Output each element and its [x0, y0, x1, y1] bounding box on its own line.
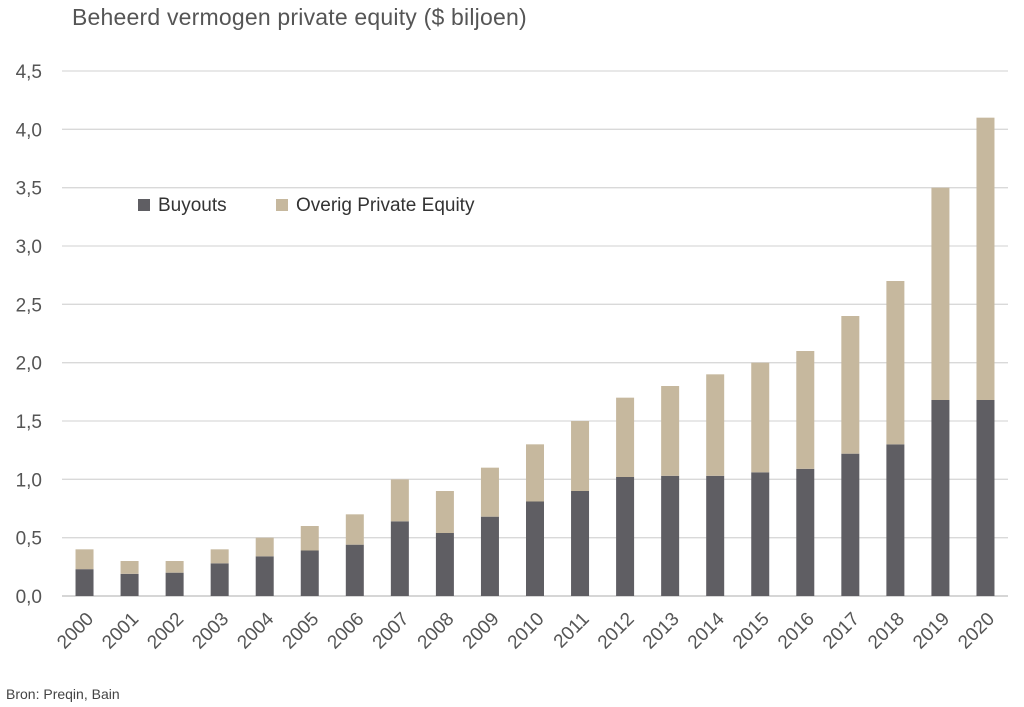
bar-overig-2013 [661, 386, 680, 476]
chart-title: Beheerd vermogen private equity ($ biljo… [72, 4, 527, 30]
bar-buyouts-2018 [886, 444, 905, 596]
bar-buyouts-2004 [255, 556, 274, 596]
bar-buyouts-2020 [976, 400, 995, 596]
bar-overig-2008 [435, 491, 454, 533]
bar-overig-2003 [210, 549, 229, 564]
bar-buyouts-2012 [616, 477, 635, 596]
x-tick-label: 2014 [684, 608, 729, 653]
x-tick-label: 2004 [234, 608, 279, 653]
x-tick-label: 2018 [864, 609, 909, 654]
y-tick-label: 1,5 [16, 412, 42, 433]
x-tick-label: 2011 [550, 609, 594, 653]
bar-overig-2020 [976, 117, 995, 401]
bar-overig-2000 [75, 549, 94, 570]
y-tick-label: 4,5 [16, 62, 42, 83]
x-tick-label: 2007 [369, 609, 414, 654]
x-tick-label: 2010 [504, 609, 549, 654]
bar-overig-2019 [931, 187, 950, 400]
x-tick-label: 2020 [954, 609, 999, 654]
bar-buyouts-2001 [120, 573, 139, 596]
bar-overig-2012 [616, 397, 635, 477]
bar-overig-2005 [300, 526, 319, 551]
bar-buyouts-2007 [390, 521, 409, 596]
x-tick-label: 2002 [143, 609, 188, 654]
bar-overig-2017 [841, 316, 860, 454]
x-tick-label: 2005 [279, 609, 324, 654]
chart-source: Bron: Preqin, Bain [6, 686, 120, 702]
bar-overig-2007 [390, 479, 409, 522]
bar-overig-2016 [796, 351, 815, 469]
y-tick-label: 2,0 [16, 354, 42, 375]
y-tick-label: 4,0 [16, 120, 42, 141]
bar-buyouts-2014 [706, 475, 725, 596]
x-tick-label: 2001 [98, 609, 143, 654]
y-tick-label: 0,5 [16, 529, 42, 550]
y-tick-label: 0,0 [16, 587, 42, 608]
bar-overig-2015 [751, 362, 770, 473]
legend-label-buyouts: Buyouts [158, 195, 227, 216]
bar-buyouts-2002 [165, 572, 184, 596]
bar-overig-2004 [255, 537, 274, 557]
bar-overig-2014 [706, 374, 725, 476]
legend-label-overig: Overig Private Equity [296, 195, 475, 216]
x-tick-label: 2009 [459, 609, 504, 654]
bar-buyouts-2008 [435, 533, 454, 596]
bar-buyouts-2013 [661, 475, 680, 596]
bar-buyouts-2011 [571, 491, 590, 596]
bar-buyouts-2017 [841, 453, 860, 596]
bar-buyouts-2006 [345, 544, 364, 596]
bar-overig-2011 [571, 421, 590, 491]
bar-buyouts-2003 [210, 563, 229, 596]
x-tick-label: 2003 [188, 609, 233, 654]
bar-overig-2006 [345, 514, 364, 545]
bar-overig-2009 [480, 467, 499, 517]
x-tick-label: 2019 [909, 609, 954, 654]
x-tick-label: 2006 [324, 609, 369, 654]
legend-swatch-overig [276, 199, 288, 211]
x-tick-label: 2008 [414, 609, 459, 654]
bar-buyouts-2009 [480, 516, 499, 596]
bar-buyouts-2015 [751, 472, 770, 596]
legend-swatch-buyouts [138, 199, 150, 211]
bar-buyouts-2010 [526, 501, 544, 596]
bar-buyouts-2000 [75, 569, 94, 596]
bar-overig-2002 [165, 561, 184, 573]
x-tick-label: 2016 [774, 609, 819, 654]
bar-buyouts-2005 [300, 550, 319, 596]
x-tick-label: 2017 [819, 609, 864, 654]
x-tick-label: 2000 [53, 609, 98, 654]
x-tick-label: 2013 [639, 609, 684, 654]
bar-buyouts-2019 [931, 400, 950, 596]
x-tick-label: 2015 [729, 609, 774, 654]
y-tick-label: 1,0 [16, 470, 42, 491]
y-tick-label: 3,5 [16, 179, 42, 200]
bar-buyouts-2016 [796, 468, 815, 596]
bar-overig-2010 [526, 444, 544, 502]
bar-overig-2018 [886, 281, 905, 445]
y-tick-label: 2,5 [16, 295, 42, 316]
x-tick-label: 2012 [594, 609, 639, 654]
bar-overig-2001 [120, 561, 139, 574]
y-tick-label: 3,0 [16, 237, 42, 258]
